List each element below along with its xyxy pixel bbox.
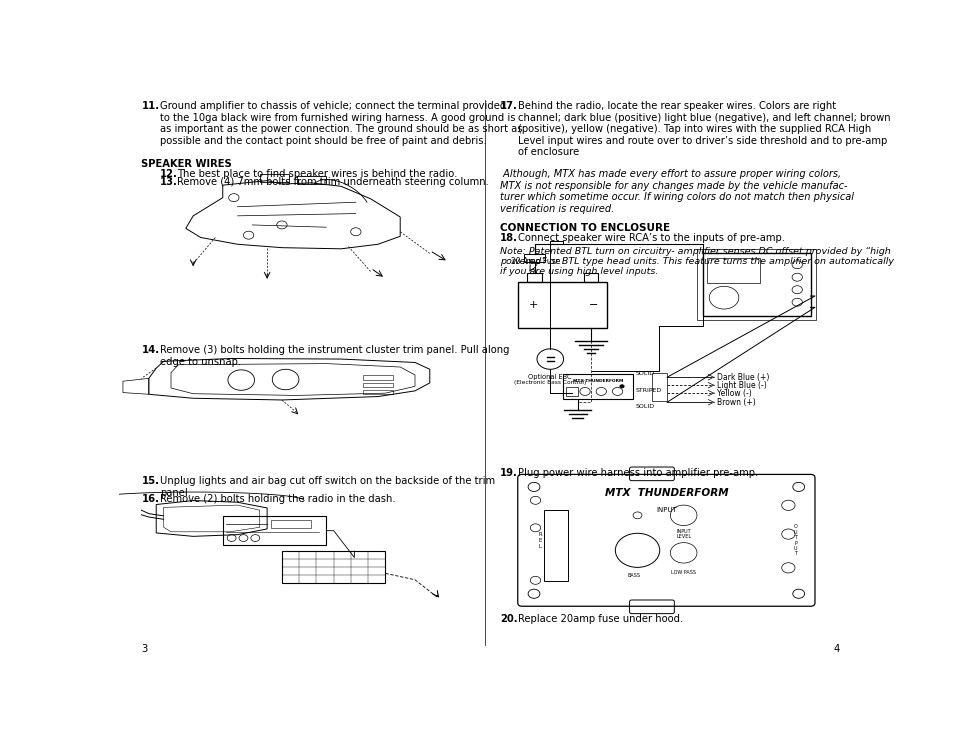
Bar: [363, 390, 393, 394]
Bar: [524, 255, 544, 263]
Text: SOLID: SOLID: [636, 371, 655, 376]
Text: Dark Blue (+): Dark Blue (+): [717, 373, 769, 382]
Text: Brown (+): Brown (+): [717, 398, 756, 407]
Bar: [363, 375, 393, 379]
Text: SPEAKER WIRES: SPEAKER WIRES: [141, 159, 232, 169]
Text: Remove (4) 7mm bolts from trim underneath steering column.: Remove (4) 7mm bolts from trim underneat…: [176, 176, 488, 187]
Bar: [518, 282, 606, 328]
Bar: [652, 373, 666, 401]
Bar: [562, 374, 633, 399]
Bar: [282, 551, 385, 583]
Bar: [565, 387, 577, 396]
Text: STRIPED: STRIPED: [636, 387, 661, 393]
Text: 4: 4: [833, 644, 840, 655]
Text: MTX THUNDERFORM: MTX THUNDERFORM: [572, 379, 622, 383]
Bar: [259, 173, 289, 182]
Text: 11.: 11.: [141, 101, 159, 111]
Text: (Electronic Bass Control): (Electronic Bass Control): [514, 380, 586, 385]
Text: BASS: BASS: [627, 573, 639, 578]
Text: −: −: [589, 300, 598, 310]
Bar: [706, 258, 760, 283]
Text: 20.: 20.: [499, 614, 517, 624]
Text: SOLID: SOLID: [636, 404, 655, 410]
Text: Yellow (-): Yellow (-): [717, 389, 751, 398]
Text: 12.: 12.: [160, 169, 177, 179]
Text: MTX  THUNDERFORM: MTX THUNDERFORM: [604, 488, 727, 498]
Text: Optional EBC: Optional EBC: [528, 374, 572, 380]
Text: Although, MTX has made every effort to assure proper wiring colors,
MTX is not r: Although, MTX has made every effort to a…: [499, 169, 853, 214]
Bar: [702, 253, 810, 316]
Text: 20 Amp Fuse: 20 Amp Fuse: [511, 257, 560, 266]
Bar: [697, 249, 816, 320]
Text: Note: Patented BTL turn on circuitry- amplifier senses DC offset provided by “hi: Note: Patented BTL turn on circuitry- am…: [499, 246, 893, 276]
Text: Plug power wire harness into amplifier pre-amp.: Plug power wire harness into amplifier p…: [518, 468, 758, 478]
Text: Ground amplifier to chassis of vehicle; connect the terminal provided
to the 10g: Ground amplifier to chassis of vehicle; …: [160, 101, 522, 146]
Text: Remove (3) bolts holding the instrument cluster trim panel. Pull along
edge to u: Remove (3) bolts holding the instrument …: [160, 345, 509, 367]
Bar: [296, 176, 326, 184]
Text: 16.: 16.: [141, 494, 159, 504]
Bar: [363, 383, 393, 387]
Text: LOW PASS: LOW PASS: [671, 570, 696, 576]
Text: 17.: 17.: [499, 101, 517, 111]
Text: 3: 3: [141, 644, 148, 655]
Bar: [583, 272, 598, 282]
Bar: [527, 272, 541, 282]
Text: Unplug lights and air bag cut off switch on the backside of the trim
panel.: Unplug lights and air bag cut off switch…: [160, 476, 495, 497]
Text: R
E
L: R E L: [537, 532, 541, 548]
Bar: [222, 516, 326, 545]
Text: +: +: [528, 300, 537, 310]
Bar: [544, 510, 567, 582]
Circle shape: [619, 384, 623, 388]
Text: 15.: 15.: [141, 476, 159, 486]
Text: INPUT: INPUT: [656, 507, 676, 514]
Text: O
U
T
P
U
T: O U T P U T: [793, 524, 797, 556]
Text: Connect speaker wire RCA’s to the inputs of pre-amp.: Connect speaker wire RCA’s to the inputs…: [518, 233, 784, 244]
Bar: [271, 520, 311, 528]
Text: INPUT
LEVEL: INPUT LEVEL: [676, 528, 691, 539]
Text: Behind the radio, locate the rear speaker wires. Colors are right
channel; dark : Behind the radio, locate the rear speake…: [518, 101, 890, 157]
Text: 13.: 13.: [160, 176, 177, 187]
Text: Light Blue (-): Light Blue (-): [717, 381, 766, 390]
Text: Replace 20amp fuse under hood.: Replace 20amp fuse under hood.: [518, 614, 683, 624]
Text: The best place to find speaker wires is behind the radio.: The best place to find speaker wires is …: [176, 169, 456, 179]
Text: 19.: 19.: [499, 468, 517, 478]
Text: Remove (2) bolts holding the radio in the dash.: Remove (2) bolts holding the radio in th…: [160, 494, 395, 504]
Text: 14.: 14.: [141, 345, 159, 356]
Text: 18.: 18.: [499, 233, 517, 244]
Text: CONNECTION TO ENCLOSURE: CONNECTION TO ENCLOSURE: [499, 223, 669, 232]
